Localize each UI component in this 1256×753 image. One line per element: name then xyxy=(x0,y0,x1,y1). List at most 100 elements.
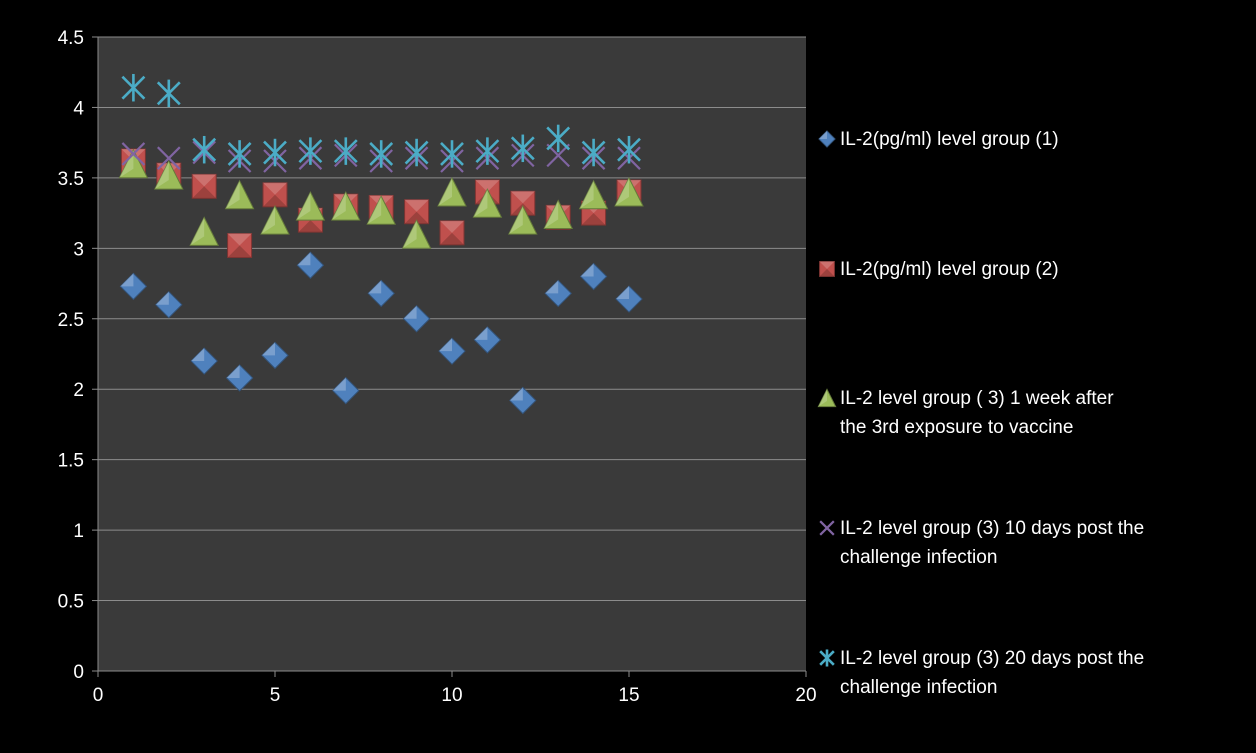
data-point-diamond xyxy=(509,386,537,415)
diamond-highlight xyxy=(474,326,488,340)
x-stroke xyxy=(819,520,835,536)
legend-label: IL-2 level group (3) 10 days post the xyxy=(840,518,1144,539)
data-point-triangle xyxy=(437,176,467,207)
series-4 xyxy=(121,140,641,173)
data-point-diamond xyxy=(402,305,431,333)
data-point-diamond xyxy=(190,347,218,375)
data-point-star xyxy=(617,135,641,164)
data-point-diamond xyxy=(579,262,608,291)
square-highlight xyxy=(819,261,835,269)
data-point-triangle xyxy=(366,195,397,225)
diamond-highlight xyxy=(155,291,169,305)
x-tick-label: 10 xyxy=(441,685,462,706)
y-tick-label: 1 xyxy=(73,521,84,542)
legend-marker-x xyxy=(819,520,835,536)
data-point-triangle xyxy=(614,176,644,207)
legend-item-1: IL-2(pg/ml) level group (1) xyxy=(818,129,1059,150)
diamond-highlight xyxy=(262,342,275,356)
data-point-star xyxy=(404,138,429,167)
data-point-square xyxy=(439,220,465,246)
legend-item-5: IL-2 level group (3) 20 days post the cha… xyxy=(819,648,1144,698)
square-highlight xyxy=(475,179,500,192)
data-point-diamond xyxy=(119,272,148,301)
data-point-star xyxy=(333,137,358,165)
data-point-x xyxy=(157,146,181,170)
x-tick-label: 15 xyxy=(618,685,639,706)
data-point-star xyxy=(192,135,217,164)
legend-item-2: IL-2(pg/ml) level group (2) xyxy=(819,259,1059,280)
square-shadow xyxy=(581,213,606,226)
y-tick-label: 3 xyxy=(73,239,84,260)
square-highlight xyxy=(440,220,464,233)
data-point-star xyxy=(263,138,287,167)
data-point-triangle xyxy=(507,205,538,235)
data-point-star xyxy=(510,134,535,163)
data-point-triangle xyxy=(295,190,326,221)
square-shadow xyxy=(227,245,252,258)
data-point-square xyxy=(191,173,217,199)
legend: IL-2(pg/ml) level group (1) IL-2(pg/ml) l… xyxy=(817,129,1144,698)
diamond-highlight xyxy=(616,286,629,300)
diamond-highlight xyxy=(297,252,311,266)
x-tick-label: 5 xyxy=(270,685,281,706)
y-tick-label: 2.5 xyxy=(58,310,84,331)
data-point-triangle xyxy=(472,188,503,218)
square-shadow xyxy=(192,186,217,199)
diamond-highlight xyxy=(545,280,559,294)
legend-label: IL-2 level group (3) 20 days post the xyxy=(840,648,1144,669)
data-point-star xyxy=(227,140,252,168)
legend-label: IL-2 level group ( 3) 1 week after xyxy=(840,388,1114,409)
data-point-triangle xyxy=(330,190,361,221)
data-point-diamond xyxy=(155,290,183,319)
legend-item-4: IL-2 level group (3) 10 days post the cha… xyxy=(819,518,1144,568)
legend-marker-triangle xyxy=(817,388,837,408)
diamond-highlight xyxy=(580,263,594,277)
y-tick-label: 3.5 xyxy=(58,169,84,190)
legend-label: challenge infection xyxy=(840,547,997,568)
diamond-highlight xyxy=(191,348,205,362)
data-point-star xyxy=(369,140,394,168)
triangle-highlight xyxy=(154,161,169,190)
data-point-star xyxy=(475,137,500,165)
data-point-diamond xyxy=(438,337,466,365)
data-point-star xyxy=(156,79,181,108)
triangle-highlight xyxy=(367,196,382,225)
y-tick-label: 1.5 xyxy=(58,451,84,472)
data-point-star xyxy=(440,140,464,168)
x-tick-label: 20 xyxy=(795,685,816,706)
legend-item-3: IL-2 level group ( 3) 1 week after the 3r… xyxy=(817,388,1114,438)
square-highlight xyxy=(510,191,535,204)
series-5 xyxy=(121,73,641,168)
axes: 0 0.5 1 1.5 2 2.5 3 3.5 4 4.5 0 5 10 15 20 xyxy=(58,28,817,706)
data-point-diamond xyxy=(473,326,502,354)
legend-label: IL-2(pg/ml) level group (1) xyxy=(840,129,1059,150)
diamond-highlight xyxy=(368,280,382,294)
data-point-square xyxy=(510,190,536,216)
diamond-highlight xyxy=(120,273,134,287)
data-point-x xyxy=(121,142,146,166)
y-tick-label: 2 xyxy=(73,380,84,401)
legend-marker-star xyxy=(819,649,835,667)
triangle-highlight xyxy=(261,206,275,235)
series-3 xyxy=(118,148,644,249)
square-highlight xyxy=(404,199,429,212)
square-shadow xyxy=(263,194,287,207)
y-tick-label: 4.5 xyxy=(58,28,84,49)
diamond-highlight xyxy=(403,305,417,319)
triangle-highlight xyxy=(615,177,629,206)
data-point-star xyxy=(581,138,606,167)
data-point-triangle xyxy=(543,199,574,230)
data-point-triangle xyxy=(224,179,255,210)
data-point-triangle xyxy=(189,216,220,246)
y-tick-label: 4 xyxy=(73,98,84,119)
x-stroke xyxy=(157,146,181,170)
data-point-diamond xyxy=(367,279,395,308)
series-1 xyxy=(119,251,643,415)
triangle-highlight xyxy=(225,180,240,209)
legend-label: the 3rd exposure to vaccine xyxy=(840,417,1073,438)
data-point-diamond xyxy=(615,285,643,313)
data-point-star xyxy=(298,137,323,165)
legend-label: IL-2(pg/ml) level group (2) xyxy=(840,259,1059,280)
data-point-triangle xyxy=(401,219,432,249)
